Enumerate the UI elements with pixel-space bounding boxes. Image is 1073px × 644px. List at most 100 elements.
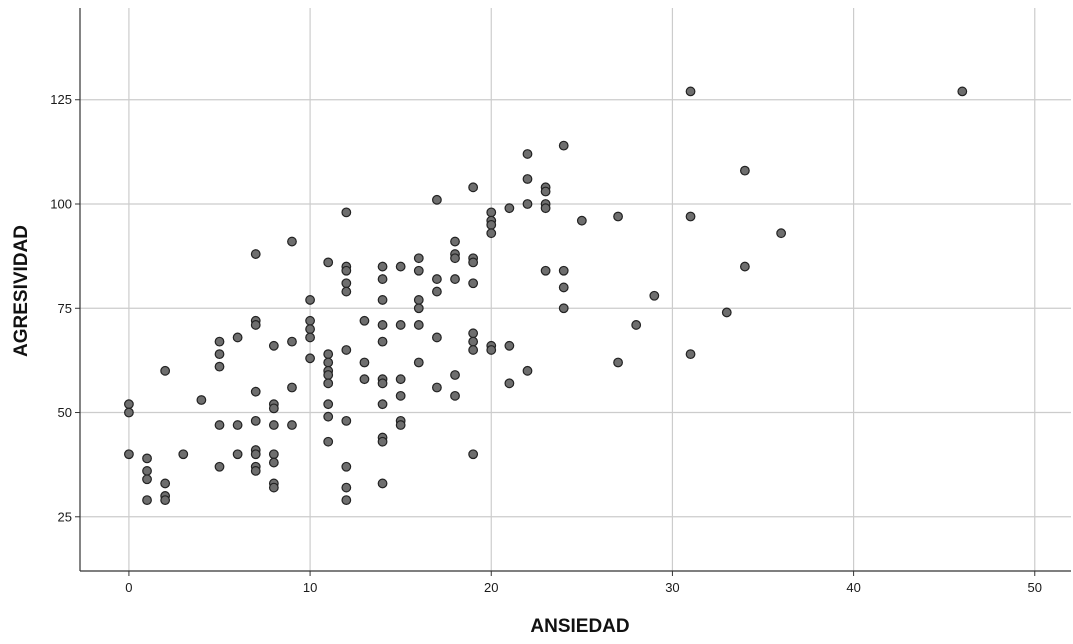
data-point: [341, 415, 352, 426]
y-tick-label: 75: [58, 301, 72, 316]
data-point: [250, 415, 261, 426]
x-tick-label: 0: [125, 580, 132, 595]
data-point: [522, 199, 533, 209]
data-point: [323, 357, 334, 368]
data-point: [142, 453, 152, 464]
data-point: [377, 378, 388, 389]
data-point: [432, 332, 442, 343]
data-point: [540, 265, 551, 276]
data-point: [305, 315, 315, 326]
y-axis-title: AGRESIVIDAD: [11, 225, 32, 357]
data-point: [432, 274, 442, 284]
data-point: [323, 349, 334, 360]
data-point: [649, 290, 660, 301]
data-points: [124, 86, 968, 506]
data-point: [685, 349, 696, 360]
data-point: [305, 353, 315, 364]
data-point: [504, 203, 515, 214]
data-point: [450, 370, 460, 380]
data-point: [305, 332, 315, 343]
data-point: [468, 257, 479, 268]
data-point: [287, 420, 297, 430]
data-point: [287, 236, 297, 247]
data-point: [250, 320, 261, 330]
data-point: [504, 340, 515, 351]
data-point: [432, 194, 442, 205]
data-point: [468, 449, 479, 460]
data-point: [776, 228, 787, 239]
data-point: [142, 474, 152, 485]
data-point: [558, 303, 569, 314]
data-point: [395, 261, 406, 272]
data-point: [250, 249, 261, 259]
data-point: [196, 395, 207, 405]
data-point: [250, 466, 261, 476]
data-point: [323, 257, 334, 268]
data-point: [323, 411, 334, 422]
x-axis-title: ANSIEDAD: [530, 616, 629, 637]
data-point: [377, 261, 388, 272]
data-point: [377, 399, 388, 410]
data-point: [124, 399, 134, 410]
data-point: [124, 407, 134, 418]
data-point: [160, 365, 171, 376]
data-point: [468, 278, 479, 289]
data-point: [214, 336, 225, 347]
data-point: [450, 253, 460, 264]
data-point: [323, 370, 334, 380]
data-point: [413, 303, 424, 314]
data-point: [377, 320, 388, 330]
data-point: [468, 328, 479, 339]
data-point: [486, 228, 497, 239]
data-point: [522, 365, 533, 376]
data-point: [685, 211, 696, 222]
data-point: [413, 295, 424, 305]
data-point: [160, 478, 171, 489]
y-tick-label: 125: [50, 92, 72, 107]
data-point: [413, 357, 424, 368]
x-tick-label: 10: [303, 580, 317, 595]
data-point: [323, 436, 334, 447]
gridlines: [80, 8, 1071, 571]
data-point: [341, 482, 352, 493]
data-point: [468, 182, 479, 193]
data-point: [178, 449, 189, 460]
data-point: [558, 140, 569, 151]
data-point: [468, 336, 479, 347]
data-point: [214, 349, 225, 360]
data-point: [613, 357, 623, 368]
data-point: [486, 207, 497, 218]
data-point: [377, 336, 388, 347]
x-tick-label: 40: [846, 580, 860, 595]
data-point: [540, 186, 551, 197]
data-point: [432, 286, 442, 297]
data-point: [232, 449, 243, 460]
data-point: [124, 449, 134, 460]
x-tick-label: 30: [665, 580, 679, 595]
data-point: [540, 203, 551, 214]
data-point: [142, 466, 152, 476]
data-point: [268, 482, 279, 493]
data-point: [432, 382, 442, 393]
data-point: [558, 265, 569, 276]
data-point: [341, 278, 352, 289]
data-point: [450, 390, 460, 401]
data-point: [377, 478, 388, 489]
y-tick-label: 25: [58, 509, 72, 524]
data-point: [413, 320, 424, 330]
data-point: [395, 390, 406, 401]
data-point: [721, 307, 732, 318]
data-point: [341, 207, 352, 218]
data-point: [522, 174, 533, 184]
y-tick-label: 50: [58, 405, 72, 420]
data-point: [377, 295, 388, 305]
data-point: [486, 345, 497, 355]
data-point: [214, 361, 225, 372]
data-point: [558, 282, 569, 293]
data-point: [305, 295, 315, 305]
data-point: [268, 449, 279, 460]
data-point: [287, 382, 297, 393]
data-point: [268, 403, 279, 414]
